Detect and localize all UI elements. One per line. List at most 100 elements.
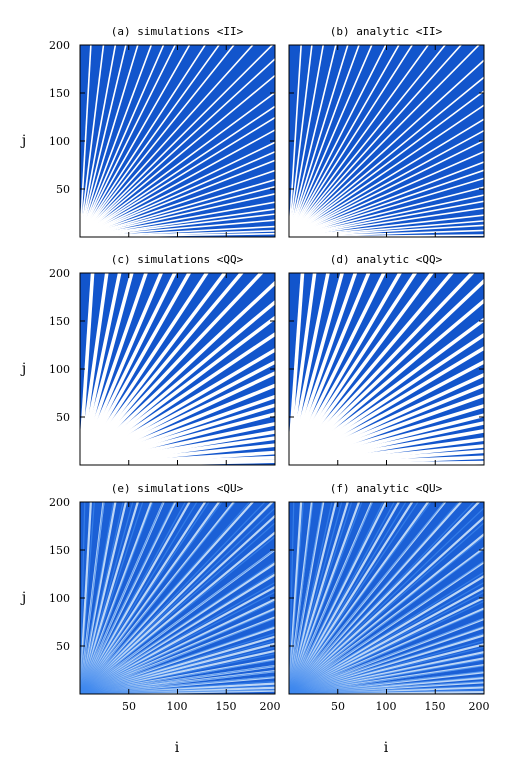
stripe [80,573,275,694]
stripe [80,273,264,465]
stripe-mid [289,502,353,694]
stripe [289,596,484,694]
stripe [289,502,337,694]
y-tick-label: 200 [49,267,70,280]
stripe [289,372,484,465]
stripe [80,273,177,465]
stripe-mid [80,502,266,694]
stripe [80,430,275,465]
stripe [289,403,484,465]
stripe [80,531,275,694]
stripe [80,141,275,237]
stripe [80,412,275,465]
stripe-mid [289,548,484,694]
stripe-mid [80,502,175,694]
stripe [80,45,139,237]
stripe-mid [289,609,484,694]
stripe [80,315,275,465]
stripe-mid [289,600,484,694]
stripe [80,273,192,465]
stripe [289,383,484,465]
panel-c-title: (c) simulations <QQ> [111,253,244,266]
panel-a [80,45,275,237]
stripe [80,273,122,465]
stripe [289,45,481,237]
stripe [289,421,484,465]
stripe [289,220,484,237]
stripe-mid [289,665,484,694]
stripe-mid [289,680,484,694]
stripe [80,45,191,237]
stripe [80,45,274,237]
stripe [289,273,330,465]
stripe [80,585,275,694]
stripe [289,207,484,237]
stripe [80,45,254,237]
x-tick-labels-left: 50 100 150 200 [122,700,281,713]
stripe [289,76,484,237]
y-tick-label: 50 [56,411,70,424]
stripe [289,502,430,694]
stripe [289,449,484,465]
y-tick-label: 100 [49,592,70,605]
y-axis-label: j [20,361,26,377]
stripe [80,116,275,237]
stripe [80,686,275,694]
stripe [289,229,484,237]
stripe-mid [289,560,484,694]
y-tick-label: 200 [49,496,70,509]
stripe-mid [80,609,275,694]
stripe [80,45,105,237]
stripe-mid [289,535,484,694]
stripe-mid [80,632,275,694]
stripe [80,421,275,465]
stripe [289,273,403,465]
stripe [289,586,484,694]
plot-frames [79,44,485,695]
stripe-mid [289,502,304,694]
stripe [80,129,275,237]
stripe [289,502,414,694]
stripe [80,642,275,694]
stripe [289,273,386,465]
stripe-mid [289,502,475,694]
stripe [289,429,484,465]
stripe [289,273,345,465]
stripe-mid [289,571,484,694]
stripe-mid [289,591,484,694]
stripe-mid [80,591,275,694]
stripe [80,159,275,237]
stripe [80,383,275,465]
stripe-mid [80,670,275,694]
stripe-mid [289,625,484,694]
stripe [289,690,484,694]
panel-e-title: (e) simulations <QU> [111,482,244,495]
stripe-mid [289,502,323,694]
stripe-mid [289,639,484,694]
stripe-mid [80,548,275,694]
stripe [289,177,484,237]
stripe [289,444,484,465]
stripe [80,45,165,237]
stripe [289,278,484,465]
stripe [289,317,484,465]
stripe [80,229,275,237]
stripe [289,45,349,237]
stripe-mid [289,653,484,694]
y-tick-label: 150 [49,544,70,557]
stripe [289,273,358,465]
stripe [80,514,275,694]
stripe [80,45,221,237]
stripe [80,502,207,694]
stripe [80,105,275,237]
stripe [80,232,275,237]
stripe [80,208,275,237]
x-tick-label: 50 [331,700,345,713]
stripe-mid [80,600,275,694]
x-tick-label: 150 [425,700,446,713]
stripe [80,45,235,237]
stripe [80,502,274,694]
panel-c [80,273,275,465]
stripe [289,273,475,465]
stripe [80,45,153,237]
